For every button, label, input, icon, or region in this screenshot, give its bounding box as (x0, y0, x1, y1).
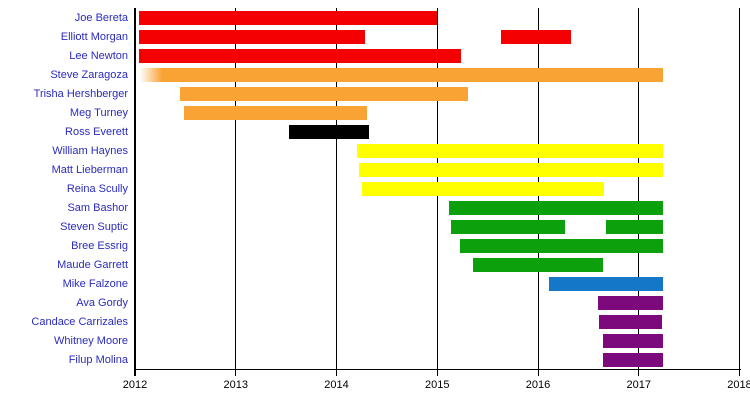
timeline-bar (451, 219, 566, 234)
timeline-bar (460, 238, 663, 253)
timeline-bar (289, 124, 369, 139)
year-tick-label: 2017 (626, 379, 651, 391)
year-tick-label: 2013 (223, 379, 248, 391)
timeline-bar (603, 352, 663, 367)
person-label[interactable]: Whitney Moore (54, 334, 128, 347)
person-label[interactable]: Sam Bashor (67, 201, 128, 214)
person-label[interactable]: Elliott Morgan (60, 30, 128, 43)
year-gridline (235, 8, 237, 376)
y-axis-line (134, 8, 136, 376)
person-label[interactable]: Candace Carrizales (31, 315, 128, 328)
year-gridline (336, 8, 337, 376)
year-tick-label: 2016 (525, 379, 551, 391)
x-axis-line (134, 368, 741, 371)
person-label[interactable]: Ross Everett (65, 125, 128, 138)
timeline-bar (603, 333, 663, 348)
timeline-bar (139, 48, 462, 63)
timeline-bar (140, 67, 663, 82)
person-label[interactable]: Lee Newton (69, 49, 128, 62)
person-label[interactable]: Steve Zaragoza (50, 68, 128, 81)
person-label[interactable]: Bree Essrig (71, 239, 128, 252)
year-tick-label: 2012 (122, 379, 148, 391)
timeline-bar (139, 10, 438, 25)
timeline-bar (599, 314, 662, 329)
person-label[interactable]: Ava Gordy (76, 296, 128, 309)
person-label[interactable]: Steven Suptic (60, 220, 128, 233)
person-label[interactable]: Meg Turney (69, 106, 128, 119)
person-label[interactable]: Filup Molina (68, 353, 128, 366)
timeline-bar (356, 143, 663, 158)
timeline-bar (139, 29, 365, 44)
person-label[interactable]: Matt Lieberman (51, 163, 128, 176)
person-label[interactable]: William Haynes (52, 144, 128, 157)
timeline-bar (472, 257, 604, 272)
year-tick-label: 2014 (324, 379, 349, 391)
timeline-bar (184, 105, 367, 120)
timeline-bar (358, 162, 663, 177)
person-label[interactable]: Reina Scully (66, 182, 128, 195)
person-label[interactable]: Mike Falzone (62, 277, 128, 290)
year-tick-label: 2018 (727, 379, 750, 391)
timeline-bar (500, 29, 572, 44)
year-gridline (739, 8, 740, 376)
timeline-bar (605, 219, 663, 234)
timeline-bar (180, 86, 469, 101)
year-gridline (638, 8, 640, 376)
person-label[interactable]: Trisha Hershberger (33, 87, 128, 100)
timeline-bar (449, 200, 663, 215)
timeline-bar (361, 181, 605, 196)
year-tick-label: 2015 (425, 379, 450, 391)
timeline-bar (598, 295, 663, 310)
timeline-bar (549, 276, 663, 291)
person-label[interactable]: Joe Bereta (74, 11, 128, 24)
person-label[interactable]: Maude Garrett (57, 258, 128, 271)
